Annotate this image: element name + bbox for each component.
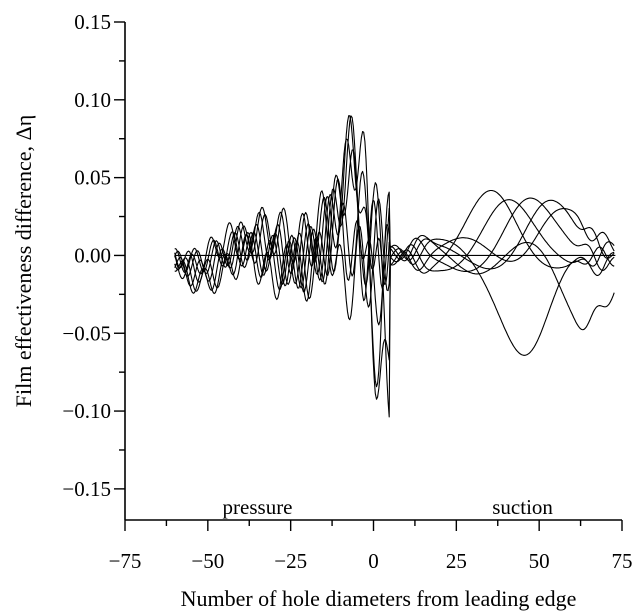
labels: Number of hole diameters from leading ed… (11, 115, 576, 611)
series-line (174, 170, 615, 418)
suction-annotation: suction (492, 495, 553, 519)
axes: 0.15 0.10 0.05 0.00 −0.05 −0.10 −0.15 −75 −50 −25… (62, 10, 632, 573)
x-tick-label: 75 (612, 549, 633, 573)
x-tick-label: −50 (191, 549, 224, 573)
x-tick-label: −75 (109, 549, 142, 573)
pressure-annotation: pressure (223, 495, 293, 519)
y-tick-label: 0.05 (74, 166, 111, 190)
x-tick-label: 0 (368, 549, 379, 573)
data-traces (174, 115, 616, 418)
series-line (174, 149, 615, 302)
x-tick-label: 50 (529, 549, 550, 573)
series-line (174, 115, 615, 388)
x-axis-label: Number of hole diameters from leading ed… (181, 586, 577, 611)
y-tick-label: 0.00 (74, 243, 111, 267)
x-tick-label: 25 (446, 549, 467, 573)
series-line (174, 130, 615, 400)
y-tick-label: 0.10 (74, 88, 111, 112)
y-tick-label: −0.15 (62, 477, 111, 501)
series-line (174, 115, 615, 326)
x-tick-label: −25 (274, 549, 307, 573)
series-line (174, 178, 615, 300)
y-tick-label: −0.10 (62, 399, 111, 423)
y-axis-label: Film effectiveness difference, Δη (11, 115, 36, 407)
y-tick-label: −0.05 (62, 321, 111, 345)
y-tick-label: 0.15 (74, 10, 111, 34)
